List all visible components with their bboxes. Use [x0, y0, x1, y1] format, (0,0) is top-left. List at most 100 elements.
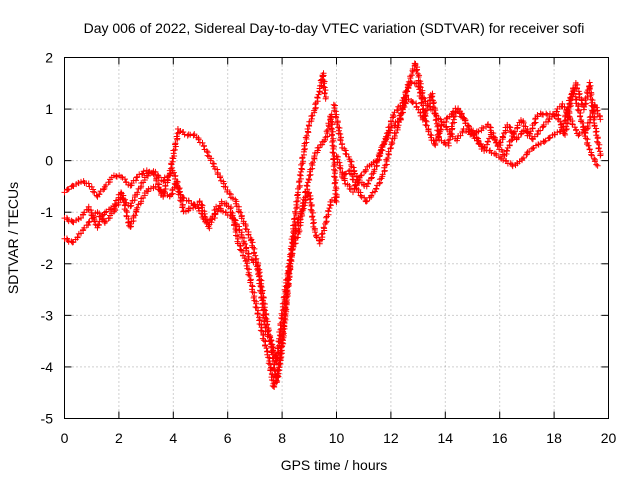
data-point [265, 360, 272, 367]
data-point [544, 112, 551, 119]
data-point [423, 122, 430, 129]
data-point [562, 131, 569, 138]
x-tick-label: 16 [492, 430, 508, 446]
data-point [481, 144, 488, 151]
data-point [122, 196, 129, 203]
data-point [423, 107, 430, 114]
data-point [331, 197, 338, 204]
data-point [334, 121, 341, 128]
data-point [557, 118, 564, 125]
x-tick-label: 6 [224, 430, 232, 446]
data-point [593, 161, 600, 168]
data-point [416, 86, 423, 93]
data-point [364, 180, 371, 187]
data-point [95, 221, 102, 228]
data-point [328, 132, 335, 139]
data-point [591, 158, 598, 165]
data-point [226, 190, 233, 197]
data-point [217, 174, 224, 181]
data-point [368, 175, 375, 182]
data-point [429, 93, 436, 100]
data-point [270, 383, 277, 390]
data-point [331, 161, 338, 168]
data-point [385, 124, 392, 131]
data-point [329, 126, 336, 133]
data-point [90, 188, 97, 195]
data-point [267, 341, 274, 348]
data-point [567, 102, 574, 109]
data-point [118, 173, 125, 180]
data-point [386, 123, 393, 130]
data-point [321, 80, 328, 87]
data-point [309, 209, 316, 216]
data-point [172, 140, 179, 147]
data-point [335, 130, 342, 137]
data-point [428, 94, 435, 101]
data-point [187, 205, 194, 212]
data-point [270, 347, 277, 354]
data-point [254, 310, 261, 317]
data-point [430, 99, 437, 106]
data-point [245, 253, 252, 260]
data-point [330, 150, 337, 157]
data-point [592, 129, 599, 136]
data-point [420, 109, 427, 116]
y-tick-labels: -5 -4 -3 -2 -1 0 1 2 [41, 50, 54, 427]
y-tick-label: -5 [41, 411, 54, 427]
data-point [448, 123, 455, 130]
y-tick-label: -1 [41, 204, 54, 220]
data-point [307, 171, 314, 178]
data-point [595, 145, 602, 152]
data-point [204, 152, 211, 159]
data-point [329, 128, 336, 135]
data-point [303, 132, 310, 139]
data-point [191, 131, 198, 138]
x-tick-label: 2 [115, 430, 123, 446]
data-point [417, 89, 424, 96]
data-point [266, 333, 273, 340]
data-point [88, 183, 95, 190]
data-point [232, 200, 239, 207]
data-point [325, 207, 332, 214]
data-point [394, 107, 401, 114]
data-point [211, 211, 218, 218]
data-point [471, 131, 478, 138]
data-point [383, 156, 390, 163]
data-point [288, 258, 295, 265]
data-point [153, 177, 160, 184]
data-point [199, 139, 206, 146]
data-point [508, 137, 515, 144]
data-point [208, 216, 215, 223]
data-point [110, 208, 117, 215]
data-point [103, 182, 110, 189]
data-point [541, 138, 548, 145]
data-point [361, 182, 368, 189]
data-point [322, 87, 329, 94]
data-point [588, 151, 595, 158]
data-point [363, 198, 370, 205]
data-point [190, 132, 197, 139]
data-point [424, 101, 431, 108]
data-point [203, 148, 210, 155]
data-point [358, 172, 365, 179]
data-point [391, 122, 398, 129]
data-point [408, 72, 415, 79]
data-point [314, 94, 321, 101]
data-point [265, 354, 272, 361]
data-point [118, 194, 125, 201]
data-point [480, 125, 487, 132]
data-point [242, 241, 249, 248]
data-point [474, 137, 481, 144]
data-point [333, 114, 340, 121]
data-point [294, 220, 301, 227]
data-point [238, 231, 245, 238]
data-point [413, 67, 420, 74]
data-point [320, 138, 327, 145]
data-point [331, 166, 338, 173]
data-point [497, 139, 504, 146]
data-point [329, 142, 336, 149]
data-point [309, 159, 316, 166]
data-point [371, 188, 378, 195]
data-point [258, 328, 265, 335]
data-point [457, 113, 464, 120]
